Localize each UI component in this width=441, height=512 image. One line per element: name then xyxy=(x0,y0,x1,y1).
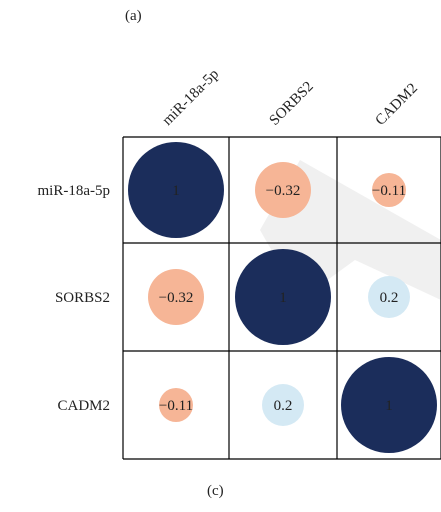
correlation-value-label: −0.11 xyxy=(372,183,406,199)
column-label: miR-18a-5p xyxy=(160,66,223,129)
correlation-circle xyxy=(148,269,204,325)
correlation-value-label: 1 xyxy=(172,183,180,199)
correlation-circle xyxy=(368,276,410,318)
correlation-value-label: −0.32 xyxy=(266,183,301,199)
column-label: CADM2 xyxy=(373,80,421,128)
row-label: CADM2 xyxy=(57,398,110,414)
panel-label-top: (a) xyxy=(125,8,142,24)
correlation-circle xyxy=(262,384,304,426)
correlation-value-label: −0.11 xyxy=(159,398,193,414)
row-label: miR-18a-5p xyxy=(38,183,111,199)
correlation-value-label: 0.2 xyxy=(274,398,293,414)
correlation-circle xyxy=(372,173,406,207)
row-labels: miR-18a-5p SORBS2 CADM2 xyxy=(38,183,111,414)
correlation-circle xyxy=(159,388,193,422)
panel-label-bottom: (c) xyxy=(207,483,224,499)
correlation-circle xyxy=(341,357,437,453)
correlation-circle xyxy=(255,162,311,218)
correlation-value-label: 1 xyxy=(279,290,287,306)
correlation-circle xyxy=(128,142,224,238)
row-label: SORBS2 xyxy=(55,290,110,306)
column-labels: miR-18a-5p SORBS2 CADM2 xyxy=(160,66,421,129)
correlation-circle xyxy=(235,249,331,345)
correlation-value-label: 0.2 xyxy=(380,290,399,306)
correlation-circles: 1 −0.32 −0.11 −0.32 1 0.2 −0.11 0.2 1 xyxy=(128,142,437,453)
correlation-value-label: −0.32 xyxy=(159,290,194,306)
matrix-grid xyxy=(122,136,441,460)
correlation-value-label: 1 xyxy=(385,398,393,414)
column-label: SORBS2 xyxy=(267,79,317,129)
